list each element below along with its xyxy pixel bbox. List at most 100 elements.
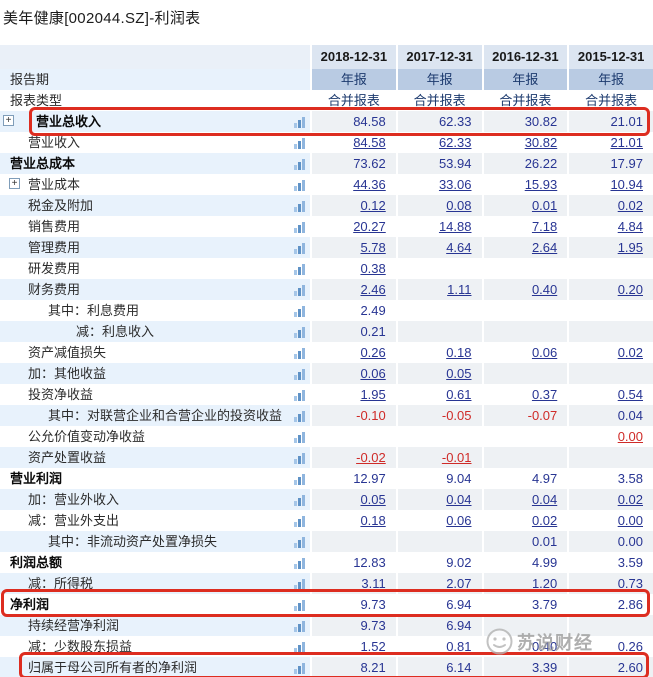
row-label-cell: 公允价值变动净收益 xyxy=(0,426,310,447)
value-cell[interactable]: 0.38 xyxy=(310,258,396,279)
bar-chart-icon[interactable] xyxy=(294,116,307,128)
bar-chart-icon[interactable] xyxy=(294,452,307,464)
value-cell[interactable]: 0.26 xyxy=(310,342,396,363)
bar-chart-icon[interactable] xyxy=(294,200,307,212)
bar-chart-icon[interactable] xyxy=(294,389,307,401)
bar-chart-icon[interactable] xyxy=(294,284,307,296)
row-label-cell: 销售费用 xyxy=(0,216,310,237)
row-label: 加：营业外收入 xyxy=(28,492,120,507)
value-cell[interactable]: 0.02 xyxy=(481,510,568,531)
bar-chart-icon[interactable] xyxy=(294,599,307,611)
value-cell: -0.05 xyxy=(395,405,482,426)
value-cell[interactable]: 0.05 xyxy=(395,363,482,384)
value-cell[interactable]: 62.33 xyxy=(395,132,482,153)
value-cell[interactable]: 3.11 xyxy=(310,573,396,594)
value-cell[interactable]: 0.04 xyxy=(481,489,568,510)
bar-chart-icon[interactable] xyxy=(294,557,307,569)
value-cell[interactable]: 0.61 xyxy=(395,384,482,405)
value-cell[interactable]: 2.07 xyxy=(395,573,482,594)
value-cell[interactable]: 0.06 xyxy=(395,510,482,531)
value-cell[interactable]: -0.02 xyxy=(310,447,396,468)
value-cell: 17.97 xyxy=(567,153,653,174)
row-label-cell: 减：利息收入 xyxy=(0,321,310,342)
value-cell[interactable]: 14.88 xyxy=(395,216,482,237)
bar-chart-icon[interactable] xyxy=(294,326,307,338)
row-label: 营业成本 xyxy=(28,177,81,192)
value-cell[interactable]: 0.06 xyxy=(310,363,396,384)
value-cell[interactable]: 1.95 xyxy=(567,237,653,258)
bar-chart-icon[interactable] xyxy=(294,179,307,191)
row-label: 财务费用 xyxy=(28,282,81,297)
value-cell[interactable]: 0.37 xyxy=(481,384,568,405)
value-cell[interactable]: 44.36 xyxy=(310,174,396,195)
bar-chart-icon[interactable] xyxy=(294,305,307,317)
value-cell[interactable]: 5.78 xyxy=(310,237,396,258)
value-cell[interactable]: 20.27 xyxy=(310,216,396,237)
bar-chart-icon[interactable] xyxy=(294,221,307,233)
bar-chart-icon[interactable] xyxy=(294,536,307,548)
value-cell[interactable]: 0.40 xyxy=(481,279,568,300)
bar-chart-icon[interactable] xyxy=(294,242,307,254)
value-cell[interactable]: 30.82 xyxy=(481,132,568,153)
expand-icon[interactable]: + xyxy=(3,115,14,126)
value-cell[interactable]: 15.93 xyxy=(481,174,568,195)
value-cell: 0.04 xyxy=(567,405,653,426)
bar-chart-icon[interactable] xyxy=(294,620,307,632)
bar-chart-icon[interactable] xyxy=(294,410,307,422)
bar-chart-icon[interactable] xyxy=(294,158,307,170)
value-cell[interactable]: 4.84 xyxy=(567,216,653,237)
value-cell[interactable]: 0.06 xyxy=(481,342,568,363)
value-cell xyxy=(567,300,653,321)
value-cell: 3.79 xyxy=(481,594,568,615)
value-cell[interactable]: 1.20 xyxy=(481,573,568,594)
column-header-date: 2017-12-31 xyxy=(395,45,482,69)
value-cell[interactable]: 0.00 xyxy=(567,510,653,531)
value-cell[interactable]: 0.02 xyxy=(567,489,653,510)
value-cell[interactable]: 4.64 xyxy=(395,237,482,258)
value-cell[interactable]: 0.18 xyxy=(395,342,482,363)
bar-chart-icon[interactable] xyxy=(294,347,307,359)
table-row: 减：利息收入 0.21 xyxy=(0,321,653,342)
value-cell[interactable]: 7.18 xyxy=(481,216,568,237)
bar-chart-icon[interactable] xyxy=(294,515,307,527)
value-cell[interactable]: 10.94 xyxy=(567,174,653,195)
value-cell[interactable]: 0.12 xyxy=(310,195,396,216)
bar-chart-icon[interactable] xyxy=(294,431,307,443)
table-row: 营业利润 12.97 9.04 4.97 3.58 xyxy=(0,468,653,489)
value-cell: 4.99 xyxy=(481,552,568,573)
report-meta-cell: 年报 xyxy=(395,69,482,90)
value-cell[interactable]: 0.20 xyxy=(567,279,653,300)
value-cell[interactable]: 0.05 xyxy=(310,489,396,510)
value-cell[interactable]: 0.01 xyxy=(481,195,568,216)
value-cell[interactable]: -0.01 xyxy=(395,447,482,468)
column-header-date: 2016-12-31 xyxy=(481,45,568,69)
bar-chart-icon[interactable] xyxy=(294,578,307,590)
bar-chart-icon[interactable] xyxy=(294,662,307,674)
table-row: 资产处置收益 -0.02 -0.01 xyxy=(0,447,653,468)
value-cell[interactable]: 0.00 xyxy=(567,426,653,447)
value-cell[interactable]: 0.02 xyxy=(567,342,653,363)
value-cell[interactable]: 0.54 xyxy=(567,384,653,405)
expand-icon[interactable]: + xyxy=(9,178,20,189)
value-cell[interactable]: 1.11 xyxy=(395,279,482,300)
bar-chart-icon[interactable] xyxy=(294,641,307,653)
value-cell[interactable]: 0.18 xyxy=(310,510,396,531)
value-cell[interactable]: 2.64 xyxy=(481,237,568,258)
value-cell[interactable]: 33.06 xyxy=(395,174,482,195)
bar-chart-icon[interactable] xyxy=(294,137,307,149)
value-cell[interactable]: 0.02 xyxy=(567,195,653,216)
value-cell[interactable]: 0.04 xyxy=(395,489,482,510)
value-cell: 21.01 xyxy=(567,111,653,132)
table-row: 其中：非流动资产处置净损失 0.01 0.00 xyxy=(0,531,653,552)
value-cell[interactable]: 2.46 xyxy=(310,279,396,300)
bar-chart-icon[interactable] xyxy=(294,368,307,380)
bar-chart-icon[interactable] xyxy=(294,473,307,485)
value-cell[interactable]: 21.01 xyxy=(567,132,653,153)
value-cell[interactable]: 1.95 xyxy=(310,384,396,405)
bar-chart-icon[interactable] xyxy=(294,263,307,275)
value-cell[interactable]: 84.58 xyxy=(310,132,396,153)
value-cell[interactable]: 0.73 xyxy=(567,573,653,594)
bar-chart-icon[interactable] xyxy=(294,494,307,506)
value-cell[interactable]: 0.08 xyxy=(395,195,482,216)
value-cell: 0.26 xyxy=(567,636,653,657)
